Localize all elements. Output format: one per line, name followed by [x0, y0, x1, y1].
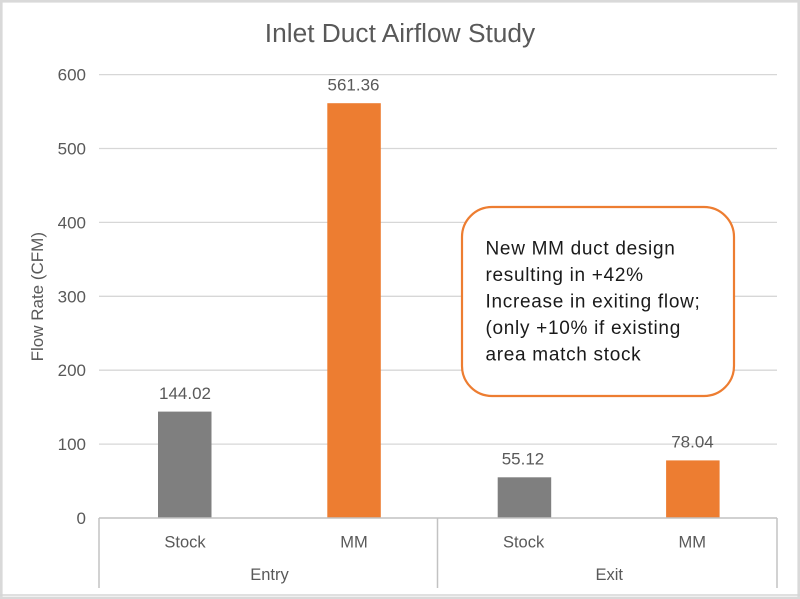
svg-text:200: 200	[58, 361, 86, 380]
svg-text:0: 0	[77, 509, 86, 528]
svg-text:600: 600	[58, 66, 86, 85]
svg-text:New MM duct design: New MM duct design	[486, 238, 676, 259]
svg-text:MM: MM	[679, 533, 707, 551]
svg-text:100: 100	[58, 435, 86, 454]
svg-text:55.12: 55.12	[502, 450, 545, 469]
svg-text:300: 300	[58, 287, 86, 306]
svg-text:Exit: Exit	[595, 566, 623, 584]
svg-text:MM: MM	[340, 533, 368, 551]
svg-text:Increase in exiting flow;: Increase in exiting flow;	[486, 292, 701, 313]
svg-text:400: 400	[58, 213, 86, 232]
svg-text:561.36: 561.36	[328, 76, 380, 95]
svg-text:resulting in +42%: resulting in +42%	[486, 265, 644, 286]
svg-text:Flow Rate (CFM): Flow Rate (CFM)	[28, 232, 47, 361]
svg-text:Stock: Stock	[503, 533, 545, 551]
svg-text:78.04: 78.04	[671, 432, 714, 451]
svg-text:(only +10% if existing: (only +10% if existing	[486, 318, 681, 339]
svg-text:Entry: Entry	[250, 566, 289, 584]
svg-text:144.02: 144.02	[159, 384, 211, 403]
svg-text:area match stock: area match stock	[486, 345, 642, 366]
svg-text:Stock: Stock	[164, 533, 206, 551]
svg-text:Inlet Duct Airflow Study: Inlet Duct Airflow Study	[265, 18, 536, 48]
svg-text:500: 500	[58, 140, 86, 159]
